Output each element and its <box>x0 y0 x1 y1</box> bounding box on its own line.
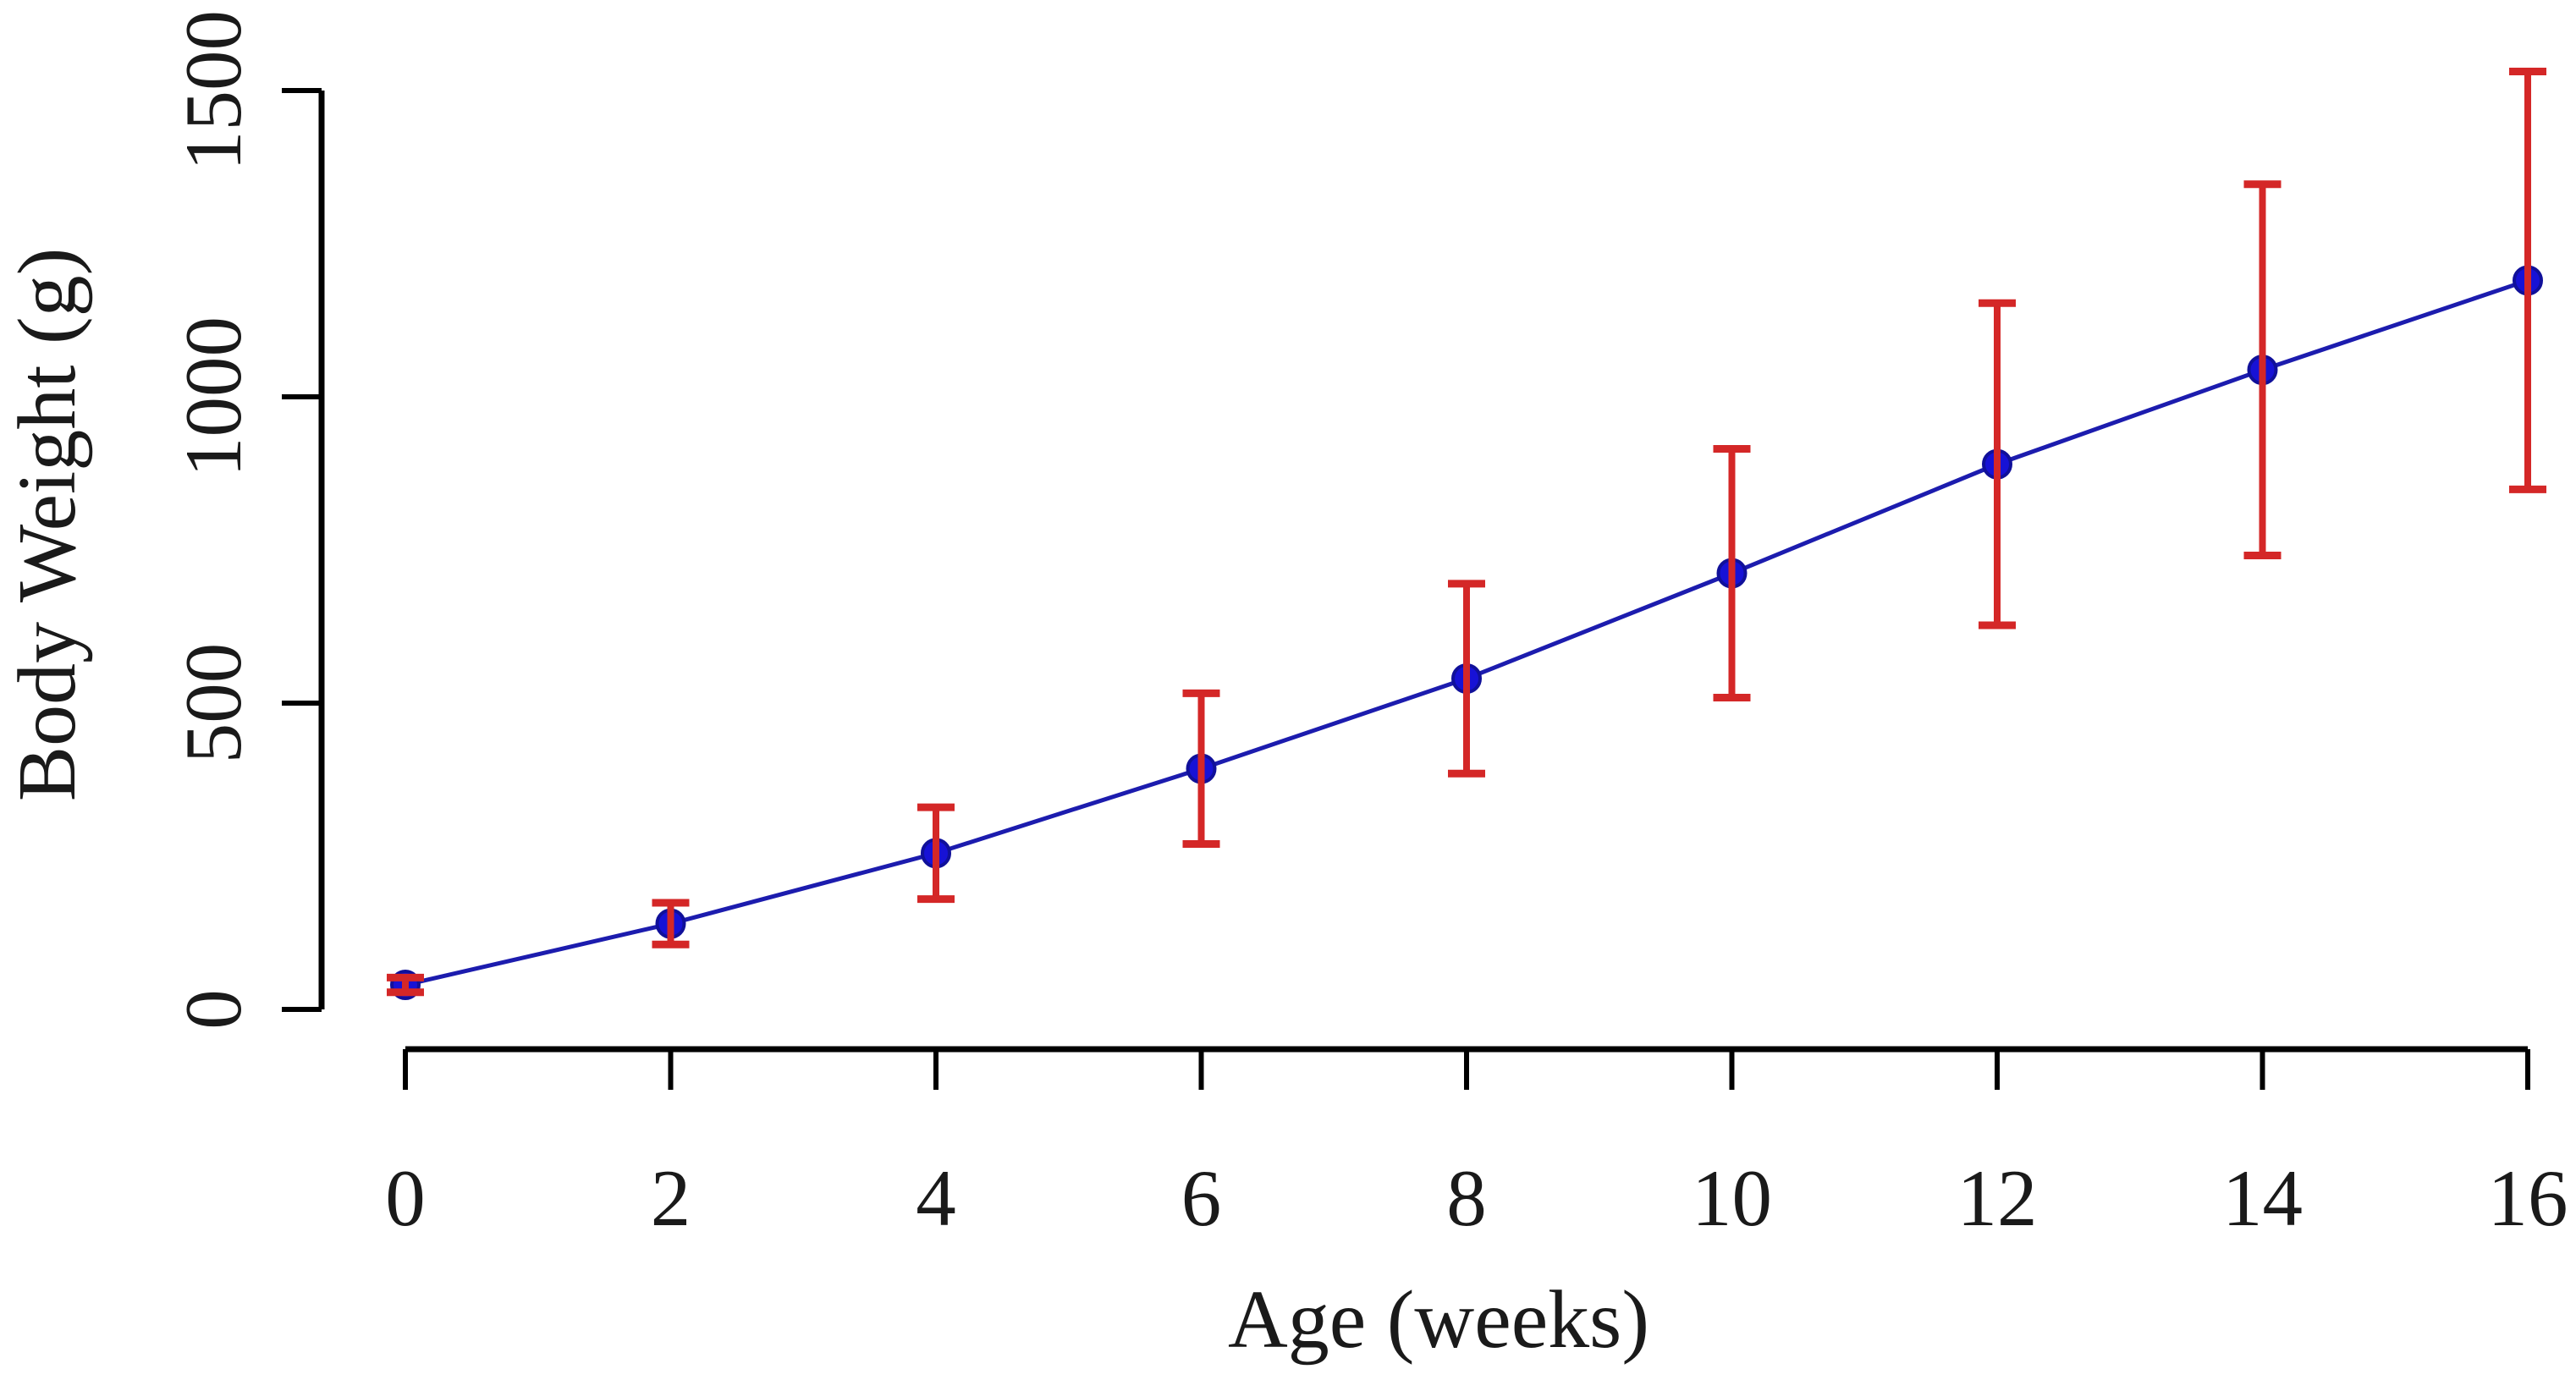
x-tick-label: 8 <box>1446 1153 1487 1243</box>
y-tick-label: 500 <box>168 643 258 764</box>
x-tick-label: 14 <box>2222 1153 2303 1243</box>
y-tick-label: 1500 <box>168 10 258 171</box>
error-bar <box>2509 68 2546 493</box>
x-tick-label: 10 <box>1692 1153 1772 1243</box>
error-bar <box>917 803 955 904</box>
x-tick-label: 4 <box>916 1153 956 1243</box>
x-tick-label: 16 <box>2488 1153 2568 1243</box>
y-axis-title: Body Weight (g) <box>2 248 93 801</box>
error-bars <box>387 68 2546 997</box>
y-tick-label: 1000 <box>168 316 258 477</box>
tick-labels: 0 500 1000 1500 0 2 4 6 8 10 12 14 16 <box>168 10 2568 1243</box>
x-axis-title: Age (weeks) <box>1228 1274 1649 1366</box>
error-bar <box>1448 580 1485 778</box>
error-bar <box>652 899 690 948</box>
x-tick-label: 0 <box>385 1153 426 1243</box>
y-tick-label: 0 <box>168 989 258 1030</box>
x-tick-label: 12 <box>1957 1153 2038 1243</box>
error-bar <box>1979 299 2016 630</box>
error-bar <box>1182 689 1220 849</box>
x-tick-label: 2 <box>651 1153 691 1243</box>
axes <box>282 88 2530 1090</box>
error-bar <box>2243 180 2282 560</box>
x-tick-label: 6 <box>1181 1153 1222 1243</box>
error-bar <box>387 973 424 997</box>
error-bar <box>1713 445 1751 701</box>
